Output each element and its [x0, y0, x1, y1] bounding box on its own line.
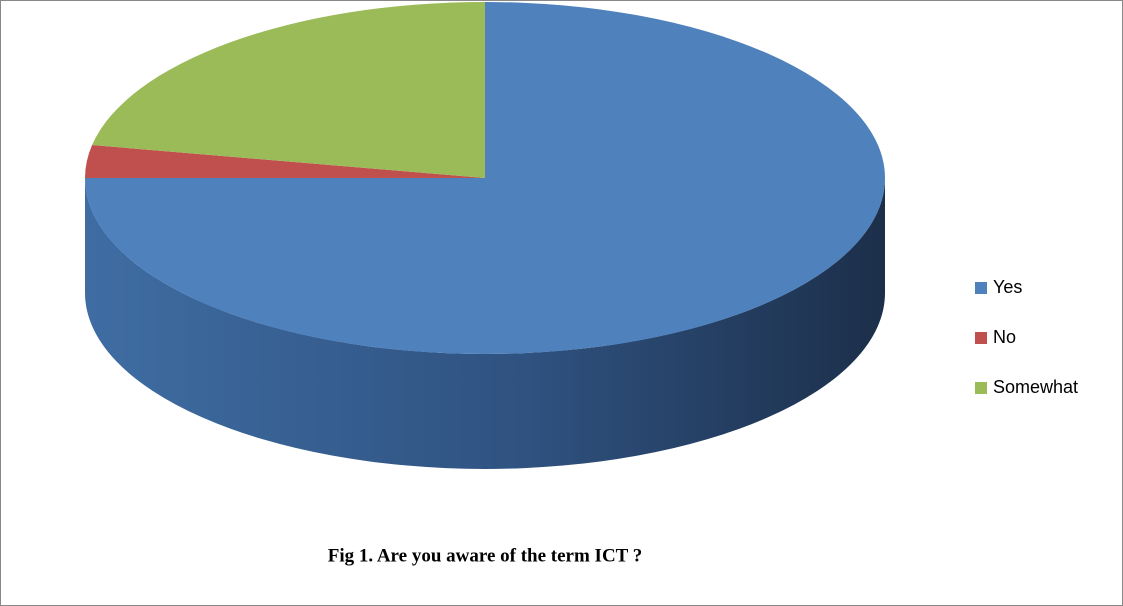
chart-title: Fig 1. Are you aware of the term ICT ? [328, 545, 643, 566]
legend-swatch [975, 332, 987, 344]
legend-label: No [993, 327, 1016, 347]
slice [92, 2, 486, 178]
legend-swatch [975, 282, 987, 294]
legend-label: Somewhat [993, 377, 1078, 397]
legend-swatch [975, 382, 987, 394]
slice [85, 145, 485, 178]
legend-label: Yes [993, 277, 1022, 297]
slice-side [85, 178, 885, 469]
